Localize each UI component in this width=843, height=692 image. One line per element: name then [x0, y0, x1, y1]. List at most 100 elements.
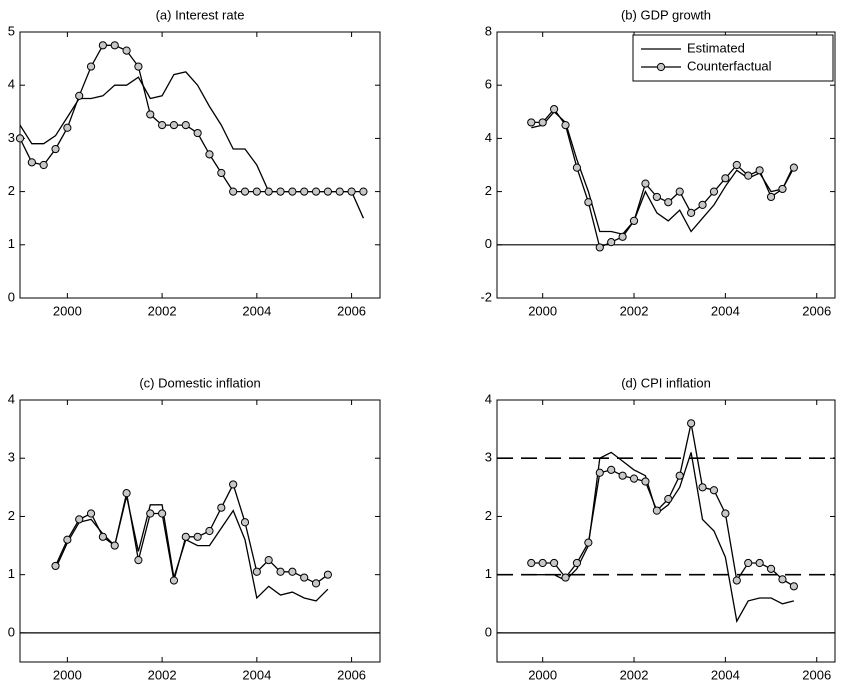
- chart-title: (a) Interest rate: [156, 7, 245, 22]
- legend-label: Estimated: [687, 40, 745, 55]
- series-marker: [698, 483, 707, 492]
- series-marker: [276, 187, 285, 196]
- series-marker: [288, 567, 297, 576]
- chart-title: (d) CPI inflation: [621, 375, 711, 390]
- series-marker: [698, 200, 707, 209]
- series-marker: [276, 567, 285, 576]
- series-marker: [347, 187, 356, 196]
- x-tick-label: 2002: [148, 303, 177, 318]
- series-marker: [122, 489, 131, 498]
- series-marker: [766, 192, 776, 202]
- y-tick-label: 3: [8, 130, 15, 145]
- series-marker: [86, 509, 96, 518]
- series-marker: [134, 62, 143, 71]
- series-marker: [146, 509, 155, 518]
- x-tick-label: 2000: [53, 303, 82, 318]
- series-marker: [755, 558, 764, 568]
- series-marker: [664, 198, 673, 207]
- series-marker: [51, 144, 60, 154]
- series-marker: [75, 91, 84, 100]
- series-marker: [721, 174, 730, 183]
- x-tick-label: 2004: [242, 303, 271, 318]
- series-marker: [300, 187, 309, 196]
- series-marker: [652, 192, 661, 202]
- y-tick-label: 0: [8, 289, 15, 304]
- series-marker: [687, 208, 696, 217]
- series-marker: [664, 494, 673, 504]
- series-marker: [323, 187, 332, 196]
- chart-title: (b) GDP growth: [621, 7, 711, 22]
- series-marker: [39, 160, 48, 170]
- plot-area: [19, 399, 381, 663]
- series-marker: [732, 576, 741, 585]
- series-marker: [595, 468, 604, 477]
- y-tick-label: 0: [485, 624, 492, 639]
- series-marker: [538, 118, 547, 127]
- series-marker: [732, 160, 741, 170]
- series-marker: [652, 506, 661, 515]
- series-marker: [323, 570, 332, 579]
- y-tick-label: 1: [485, 566, 492, 581]
- series-marker: [181, 532, 190, 541]
- series-marker: [63, 535, 72, 544]
- y-tick-label: 3: [485, 450, 492, 465]
- series-marker: [169, 121, 179, 130]
- series-marker: [527, 558, 536, 568]
- series-marker: [311, 187, 321, 196]
- x-tick-label: 2004: [242, 667, 271, 682]
- plot-area: [496, 399, 836, 663]
- x-tick-label: 2002: [620, 303, 649, 318]
- series-marker: [217, 503, 226, 512]
- y-tick-label: 4: [485, 391, 492, 406]
- series-marker: [709, 486, 719, 495]
- y-tick-label: 3: [8, 450, 15, 465]
- x-tick-label: 2002: [620, 667, 649, 682]
- series-marker: [75, 515, 84, 524]
- series-marker: [205, 150, 214, 159]
- series-marker: [629, 216, 639, 225]
- plot-area: [19, 31, 381, 299]
- series-marker: [205, 526, 214, 536]
- series-marker: [110, 541, 119, 550]
- y-tick-label: 2: [485, 183, 492, 198]
- y-tick-label: 4: [8, 391, 15, 406]
- series-marker: [193, 128, 202, 138]
- series-marker: [584, 198, 593, 207]
- series-marker: [675, 471, 684, 480]
- y-tick-label: 2: [8, 183, 15, 198]
- series-marker: [110, 41, 119, 50]
- series-marker: [252, 567, 261, 576]
- series-marker: [229, 187, 238, 196]
- x-tick-label: 2000: [528, 303, 557, 318]
- series-marker: [755, 166, 764, 175]
- series-marker: [561, 573, 570, 582]
- y-tick-label: 5: [8, 23, 15, 38]
- legend-label: Counterfactual: [687, 58, 772, 73]
- series-marker: [15, 134, 25, 143]
- series-marker: [311, 579, 321, 588]
- series-marker: [134, 556, 143, 565]
- series-marker: [335, 187, 344, 196]
- series-marker: [789, 163, 798, 172]
- y-tick-label: 6: [485, 77, 492, 92]
- series-marker: [51, 561, 60, 571]
- x-tick-label: 2004: [711, 667, 740, 682]
- series-line: [531, 451, 795, 624]
- series-marker: [169, 576, 179, 585]
- y-tick-label: 8: [485, 23, 492, 38]
- series-marker: [789, 582, 798, 591]
- series-marker: [744, 171, 753, 180]
- x-tick-label: 2006: [802, 303, 831, 318]
- series-marker: [584, 538, 593, 547]
- series-marker: [572, 558, 582, 568]
- series-marker: [300, 573, 309, 582]
- series-marker: [252, 187, 261, 196]
- y-tick-label: 4: [485, 130, 492, 145]
- y-tick-label: -2: [480, 289, 492, 304]
- y-tick-label: 4: [8, 77, 15, 92]
- y-tick-label: 0: [485, 236, 492, 251]
- series-marker: [595, 243, 604, 252]
- y-tick-label: 2: [8, 508, 15, 523]
- series-marker: [63, 123, 72, 132]
